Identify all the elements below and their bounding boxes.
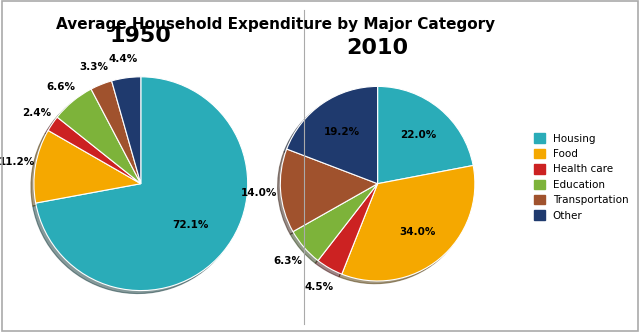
Text: Average Household Expenditure by Major Category: Average Household Expenditure by Major C… — [56, 17, 495, 32]
Wedge shape — [91, 81, 141, 184]
Text: 34.0%: 34.0% — [400, 227, 436, 237]
Wedge shape — [36, 77, 248, 291]
Text: 6.6%: 6.6% — [46, 81, 75, 92]
Wedge shape — [57, 89, 141, 184]
Text: 3.3%: 3.3% — [79, 61, 109, 71]
Text: 14.0%: 14.0% — [241, 188, 278, 198]
Wedge shape — [293, 184, 378, 261]
Wedge shape — [378, 87, 473, 184]
Text: 6.3%: 6.3% — [273, 256, 302, 266]
Title: 1950: 1950 — [110, 26, 172, 46]
Wedge shape — [342, 165, 475, 281]
Text: 4.5%: 4.5% — [304, 282, 333, 292]
Wedge shape — [318, 184, 378, 274]
Wedge shape — [34, 131, 141, 203]
Wedge shape — [287, 87, 378, 184]
Text: 4.4%: 4.4% — [109, 54, 138, 64]
Title: 2010: 2010 — [346, 38, 409, 58]
Text: 19.2%: 19.2% — [324, 127, 360, 137]
Text: 11.2%: 11.2% — [0, 157, 35, 167]
Text: 2.4%: 2.4% — [22, 108, 51, 118]
Wedge shape — [280, 149, 378, 232]
Legend: Housing, Food, Health care, Education, Transportation, Other: Housing, Food, Health care, Education, T… — [531, 130, 632, 224]
Text: 72.1%: 72.1% — [172, 220, 208, 230]
Text: 22.0%: 22.0% — [400, 130, 436, 140]
Wedge shape — [111, 77, 141, 184]
Wedge shape — [48, 117, 141, 184]
